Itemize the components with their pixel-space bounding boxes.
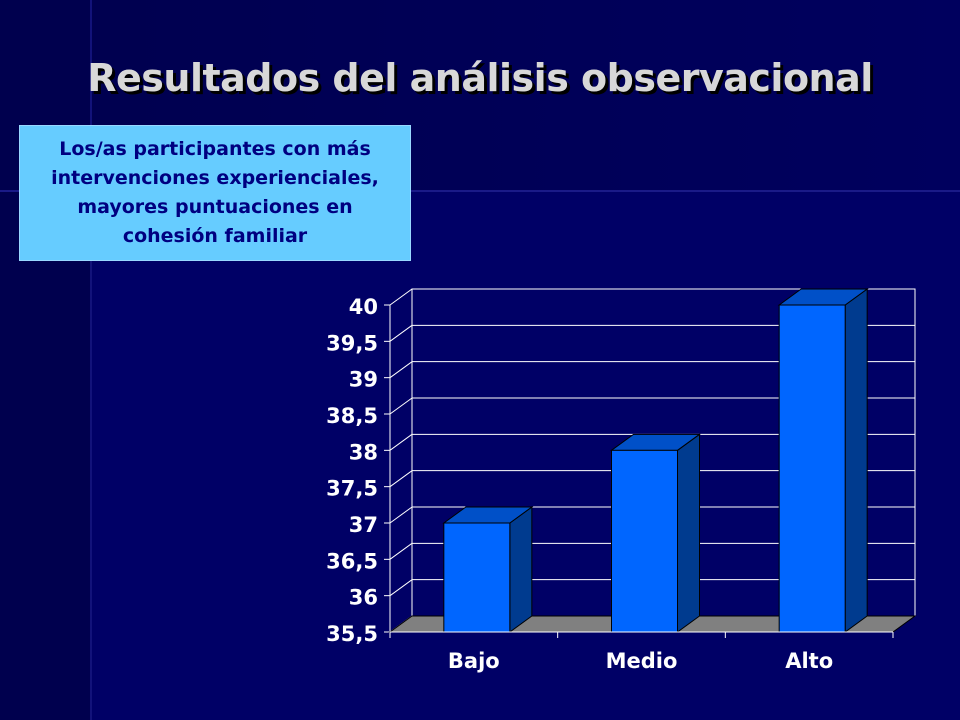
bar-side <box>509 506 533 633</box>
background-left-panel <box>0 0 92 720</box>
background-divider-line <box>0 190 960 192</box>
gridline-depth <box>389 288 413 306</box>
bar <box>443 522 511 633</box>
bar <box>778 304 846 633</box>
gridline-depth <box>389 470 413 488</box>
gridline-depth <box>389 542 413 560</box>
callout-line-1: Los/as participantes con más <box>59 138 371 160</box>
y-tick-label: 39 <box>349 368 378 392</box>
x-tick-label: Medio <box>606 649 678 673</box>
y-tick-label: 35,5 <box>326 622 378 646</box>
bar-side <box>844 288 868 633</box>
callout-line-2: intervenciones experienciales, <box>51 167 379 189</box>
gridline-depth <box>389 324 413 342</box>
callout-box: Los/as participantes con más intervencio… <box>19 125 411 261</box>
callout-line-4: cohesión familiar <box>122 225 308 247</box>
y-tick-label: 38 <box>349 440 378 464</box>
x-tick-label: Bajo <box>448 649 500 673</box>
callout-text: Los/as participantes con más intervencio… <box>51 135 379 251</box>
y-tick-label: 36,5 <box>326 549 378 573</box>
bar <box>611 449 678 633</box>
callout-line-3: mayores puntuaciones en <box>77 196 353 218</box>
gridline-depth <box>389 361 413 379</box>
gridline-depth <box>389 579 413 597</box>
gridline-depth <box>389 433 413 451</box>
slide-title: Resultados del análisis observacional <box>87 56 873 100</box>
x-tick-label: Alto <box>785 649 833 673</box>
y-tick-label: 37 <box>349 513 378 537</box>
y-tick-label: 40 <box>349 295 378 319</box>
y-tick-label: 37,5 <box>326 477 378 501</box>
y-tick-label: 38,5 <box>326 404 378 428</box>
y-tick-label: 39,5 <box>326 331 378 355</box>
gridline-depth <box>389 506 413 524</box>
y-tick-label: 36 <box>349 586 378 610</box>
background-vertical-line <box>90 0 92 720</box>
bar-side <box>677 433 700 633</box>
gridline-depth <box>389 397 413 415</box>
